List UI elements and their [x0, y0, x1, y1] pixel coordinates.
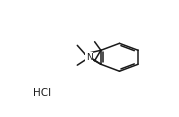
Text: N: N — [86, 53, 92, 62]
Text: HCl: HCl — [33, 88, 51, 98]
